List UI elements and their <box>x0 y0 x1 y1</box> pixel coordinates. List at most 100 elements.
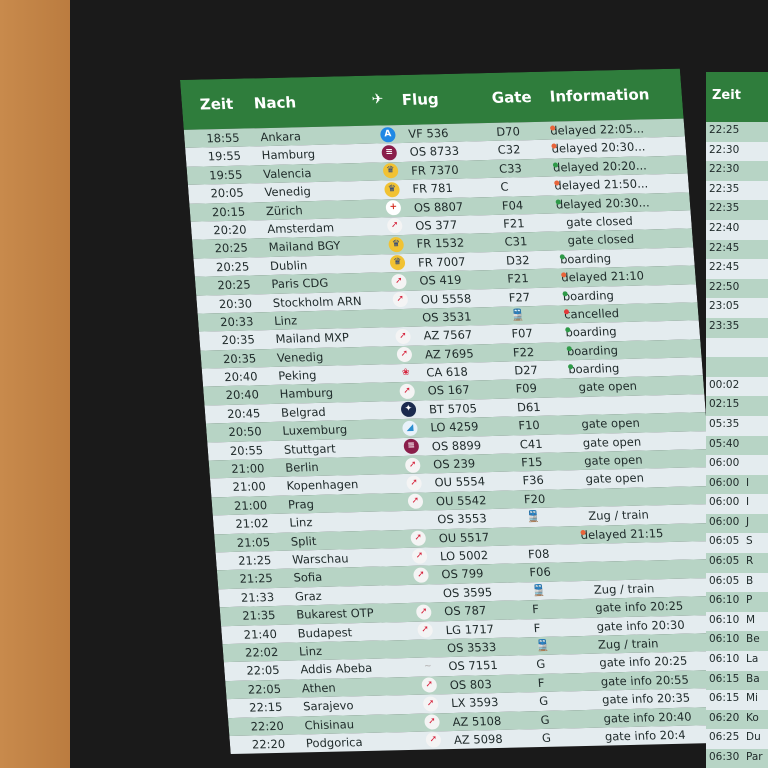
departure-row[interactable]: 06:25 Du <box>706 729 768 749</box>
gate: G <box>535 657 546 672</box>
departure-row[interactable]: 06:05 R <box>706 553 768 573</box>
ryanair-icon: ♛ <box>388 236 405 253</box>
flight-number: OS 239 <box>432 456 476 472</box>
destination: Peking <box>277 368 317 383</box>
status-info: boarding <box>562 288 614 303</box>
departure-row[interactable]: 06:20 Ko <box>706 709 768 730</box>
departure-time: 22:30 <box>709 163 740 176</box>
departure-row[interactable]: 06:05 S <box>706 533 768 554</box>
departure-row[interactable]: 22:40 <box>706 219 768 240</box>
departure-row[interactable]: 06:15 Ba <box>706 670 768 691</box>
flight-number: OS 8899 <box>431 437 482 454</box>
departure-time: 22:50 <box>709 280 740 293</box>
departure-row[interactable]: 22:35 <box>706 180 768 201</box>
destination: Luxemburg <box>281 422 348 439</box>
austrian-icon: ➚ <box>399 383 416 400</box>
flight-number: OU 5517 <box>438 529 490 545</box>
departure-row[interactable]: 06:05 B <box>706 572 768 593</box>
departure-row[interactable]: 06:10 La <box>706 651 768 671</box>
status-text: gate open <box>583 452 643 468</box>
status-text: boarding <box>562 287 615 303</box>
destination: Budapest <box>297 624 353 641</box>
departure-time: 05:35 <box>709 417 740 430</box>
status-info: gate info 20:40 <box>603 709 692 725</box>
departures-list: 18:55 Ankara A VF 536 D70 delayed 22:05... 19:… <box>183 118 731 755</box>
train-icon: 🚆 <box>535 638 551 652</box>
departure-row[interactable]: 23:35 <box>706 317 768 338</box>
departure-row[interactable]: 05:40 <box>706 435 768 456</box>
departure-row[interactable]: 06:00 I <box>706 474 768 495</box>
destination: Linz <box>298 643 323 659</box>
departure-time: 18:55 <box>205 130 241 146</box>
status-info: boarding <box>568 361 620 376</box>
eurowings-icon: ≡ <box>381 145 398 161</box>
destination: Bukarest OTP <box>295 605 375 622</box>
departure-row[interactable]: 22:25 <box>706 122 768 142</box>
departure-time: 06:15 <box>709 672 740 685</box>
departure-row[interactable]: 06:10 P <box>706 592 768 612</box>
departure-row[interactable]: 22:45 <box>706 259 768 279</box>
flight-number: LG 1717 <box>445 621 495 637</box>
departure-time: 20:45 <box>226 406 261 421</box>
departure-row[interactable]: 05:35 <box>706 415 768 436</box>
departure-row[interactable]: 23:05 <box>706 298 768 318</box>
departure-row[interactable]: 22:45 <box>706 239 768 260</box>
gate: F10 <box>517 418 541 433</box>
departure-row[interactable] <box>706 357 768 377</box>
train-icon: 🚆 <box>525 510 541 524</box>
departure-time: 00:02 <box>709 378 740 391</box>
status-text: delayed 21:15 <box>580 525 664 542</box>
gate: F15 <box>520 454 543 470</box>
departure-time: 21:00 <box>232 479 267 495</box>
destination: Zürich <box>265 202 304 218</box>
departure-time: 22:45 <box>709 241 740 254</box>
flight-number: OS 803 <box>449 676 493 692</box>
departure-time: 06:15 <box>709 692 740 705</box>
flight-number: OS 8733 <box>409 144 460 160</box>
flight-number: BT 5705 <box>428 401 478 417</box>
flight-number: OS 8807 <box>413 199 464 215</box>
departure-time: 05:40 <box>709 437 740 450</box>
departure-row[interactable]: 22:35 <box>706 200 768 220</box>
departure-row[interactable]: 06:00 I <box>706 494 768 514</box>
luxair-icon: ◢ <box>401 420 419 436</box>
departure-row[interactable]: 06:10 Be <box>706 631 768 652</box>
departure-row[interactable]: 22:50 <box>706 278 768 299</box>
austrian-icon: ➚ <box>424 714 441 730</box>
flight-number: LX 3593 <box>450 695 499 711</box>
departure-row[interactable]: 22:30 <box>706 141 768 162</box>
departure-row[interactable]: 06:10 M <box>706 611 768 632</box>
departure-time: 06:00 <box>709 515 740 528</box>
departure-row[interactable]: 00:02 <box>706 376 768 397</box>
austrian-icon: ➚ <box>422 695 439 712</box>
destination: Venedig <box>276 349 324 365</box>
status-info: boarding <box>565 324 617 339</box>
departure-row[interactable]: 06:00 <box>706 455 768 475</box>
flight-number: AZ 5108 <box>452 713 502 729</box>
gate: F <box>533 620 541 635</box>
departure-row[interactable]: 06:15 Mi <box>706 690 768 710</box>
destination: Ankara <box>259 129 302 145</box>
departure-row[interactable]: 06:00 J <box>706 513 768 534</box>
flight-number: CA 618 <box>425 364 469 380</box>
status-text: delayed 22:05... <box>549 121 645 138</box>
departure-time: 20:35 <box>222 351 257 366</box>
status-info: gate open <box>585 471 644 486</box>
gate: D70 <box>495 124 521 139</box>
status-info: gate closed <box>566 214 634 229</box>
flight-number: OS 3553 <box>436 511 488 527</box>
departure-time: 20:25 <box>214 240 249 256</box>
status-text: gate info 20:25 <box>594 598 684 615</box>
departure-row[interactable] <box>706 337 768 358</box>
departure-time: 21:33 <box>240 589 275 605</box>
gate: C41 <box>519 436 544 452</box>
departure-time: 20:35 <box>221 332 256 348</box>
departure-row[interactable]: 22:30 <box>706 161 768 181</box>
status-dot-ok <box>559 254 565 260</box>
departure-time: 22:25 <box>709 124 740 136</box>
status-info: delayed 20:30... <box>555 195 650 211</box>
departure-row[interactable]: 02:15 <box>706 396 768 416</box>
departure-time: 22:05 <box>245 663 281 678</box>
header-flight: Flug <box>401 90 440 109</box>
departure-row[interactable]: 06:30 Par <box>706 749 768 768</box>
